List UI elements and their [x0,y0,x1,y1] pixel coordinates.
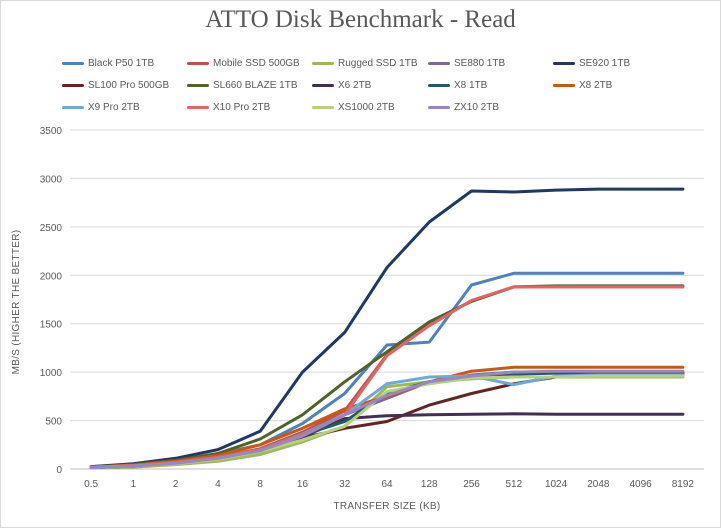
legend-item: X6 2TB [312,78,371,92]
chart-title: ATTO Disk Benchmark - Read [205,6,516,33]
legend-swatch [62,105,84,109]
y-tick-labels: 0 500 1000 1500 2000 2500 3000 3500 [40,126,63,476]
y-tick-label: 0 [56,465,62,476]
y-tick-label: 3000 [40,174,63,185]
y-tick-label: 500 [45,417,62,428]
x-tick-label: 256 [463,479,480,490]
legend-label: ZX10 2TB [454,101,500,113]
x-tick-label: 4096 [629,479,652,490]
legend-item: X9 Pro 2TB [62,100,140,114]
y-tick-label: 1500 [40,320,63,331]
legend-swatch [553,61,575,65]
legend-swatch [62,83,84,87]
y-tick-label: 2000 [40,271,63,282]
x-tick-label: 1024 [545,479,568,490]
legend-item: Rugged SSD 1TB [312,56,418,70]
legend-label: X6 2TB [338,79,372,91]
legend-label: SE880 1TB [454,57,506,69]
legend-swatch [187,61,209,65]
chart-legend: Black P50 1TB Mobile SSD 500GB Rugged SSD … [0,0,721,120]
x-tick-label: 0.5 [84,479,98,490]
series-line [89,369,685,469]
legend-item: X8 2TB [553,78,612,92]
x-tick-label: 8 [257,479,263,490]
y-axis-title: MB/S (HIGHER THE BETTER) [11,230,22,375]
legend-swatch [553,83,575,87]
series-lines [89,187,685,470]
legend-label: X10 Pro 2TB [213,101,271,113]
legend-swatch [428,83,450,87]
y-tick-label: 2500 [40,223,63,234]
y-tick-label: 1000 [40,368,63,379]
x-tick-label: 8192 [672,479,695,490]
legend-item: Mobile SSD 500GB [187,56,300,70]
x-tick-label: 1 [131,479,137,490]
legend-label: XS1000 2TB [338,101,395,113]
x-tick-label: 64 [381,479,393,490]
x-tick-label: 16 [297,479,309,490]
legend-item: SL660 BLAZE 1TB [187,78,298,92]
x-tick-label: 4 [215,479,221,490]
x-tick-label: 128 [421,479,438,490]
legend-swatch [62,61,84,65]
series-line [89,187,685,469]
legend-item: SE920 1TB [553,56,630,70]
legend-label: X8 2TB [579,79,613,91]
legend-label: Black P50 1TB [88,57,155,69]
gridlines [70,129,704,470]
legend-swatch [312,105,334,109]
x-tick-label: 512 [505,479,522,490]
legend-label: SL660 BLAZE 1TB [213,79,298,91]
legend-swatch [428,61,450,65]
legend-swatch [312,61,334,65]
legend-item: SL100 Pro 500GB [62,78,169,92]
x-tick-label: 32 [339,479,351,490]
legend-swatch [187,105,209,109]
legend-item: X8 1TB [428,78,487,92]
legend-label: X9 Pro 2TB [88,101,140,113]
legend-label: SL100 Pro 500GB [88,79,170,91]
x-axis-title: TRANSFER SIZE (KB) [333,501,440,512]
x-tick-labels: 0.5 1 2 4 8 16 32 64 128 256 512 1024 2048 4096 8192 [84,479,694,490]
legend-item: ZX10 2TB [428,100,499,114]
legend-item: XS1000 2TB [312,100,395,114]
legend-label: Mobile SSD 500GB [213,57,300,69]
legend-label: X8 1TB [454,79,488,91]
legend-label: Rugged SSD 1TB [338,57,418,69]
legend-swatch [187,83,209,87]
legend-swatch [428,105,450,109]
x-tick-label: 2 [173,479,179,490]
legend-item: Black P50 1TB [62,56,154,70]
legend-label: SE920 1TB [579,57,631,69]
x-tick-label: 2048 [587,479,610,490]
y-tick-label: 3500 [40,126,63,137]
legend-item: X10 Pro 2TB [187,100,270,114]
legend-swatch [312,83,334,87]
legend-item: SE880 1TB [428,56,505,70]
